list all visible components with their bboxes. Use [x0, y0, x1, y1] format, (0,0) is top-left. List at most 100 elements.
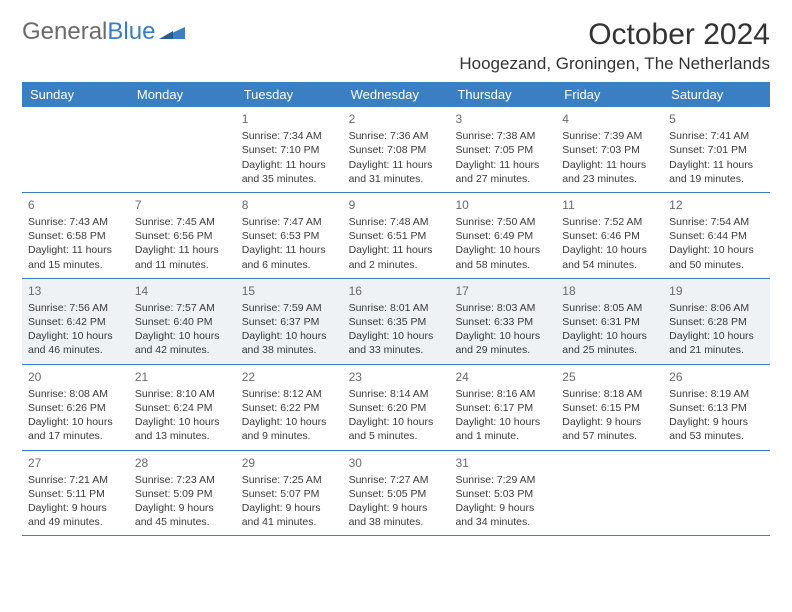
- day-number: 2: [349, 111, 444, 127]
- day-cell: 21Sunrise: 8:10 AMSunset: 6:24 PMDayligh…: [129, 365, 236, 450]
- sunrise-text: Sunrise: 7:48 AM: [349, 215, 444, 229]
- day-cell: 25 Sunrise: 8:18 AMSunset: 6:15 PMDayligh…: [556, 365, 663, 450]
- day-cell: 17Sunrise: 8:03 AMSunset: 6:33 PMDayligh…: [449, 279, 556, 364]
- day-number: 7: [135, 197, 230, 213]
- daylight-text: Daylight: 10 hours and 9 minutes.: [242, 415, 337, 443]
- daylight-text: Daylight: 10 hours and 42 minutes.: [135, 329, 230, 357]
- sunset-text: Sunset: 6:58 PM: [28, 229, 123, 243]
- sunrise-text: Sunrise: 8:19 AM: [669, 387, 764, 401]
- logo-mark-icon: [159, 18, 185, 46]
- day-number: 17: [455, 283, 550, 299]
- day-cell: 12Sunrise: 7:54 AMSunset: 6:44 PMDayligh…: [663, 193, 770, 278]
- sunset-text: Sunset: 6:17 PM: [455, 401, 550, 415]
- daylight-text: Daylight: 9 hours and 49 minutes.: [28, 501, 123, 529]
- sunset-text: Sunset: 6:31 PM: [562, 315, 657, 329]
- empty-cell: [663, 451, 770, 536]
- daylight-text: Daylight: 11 hours and 2 minutes.: [349, 243, 444, 271]
- day-cell: 7 Sunrise: 7:45 AMSunset: 6:56 PMDaylight…: [129, 193, 236, 278]
- daylight-text: Daylight: 9 hours and 57 minutes.: [562, 415, 657, 443]
- day-number: 1: [242, 111, 337, 127]
- sunset-text: Sunset: 6:33 PM: [455, 315, 550, 329]
- day-cell: 13Sunrise: 7:56 AMSunset: 6:42 PMDayligh…: [22, 279, 129, 364]
- sunrise-text: Sunrise: 8:05 AM: [562, 301, 657, 315]
- sunrise-text: Sunrise: 7:50 AM: [455, 215, 550, 229]
- day-number: 5: [669, 111, 764, 127]
- sunset-text: Sunset: 7:05 PM: [455, 143, 550, 157]
- day-cell: 6Sunrise: 7:43 AMSunset: 6:58 PMDaylight…: [22, 193, 129, 278]
- sunrise-text: Sunrise: 7:47 AM: [242, 215, 337, 229]
- sunrise-text: Sunrise: 8:16 AM: [455, 387, 550, 401]
- daylight-text: Daylight: 9 hours and 53 minutes.: [669, 415, 764, 443]
- sunset-text: Sunset: 7:01 PM: [669, 143, 764, 157]
- sunset-text: Sunset: 6:35 PM: [349, 315, 444, 329]
- sunrise-text: Sunrise: 7:45 AM: [135, 215, 230, 229]
- daylight-text: Daylight: 10 hours and 25 minutes.: [562, 329, 657, 357]
- day-number: 6: [28, 197, 123, 213]
- sunset-text: Sunset: 6:53 PM: [242, 229, 337, 243]
- day-cell: 26 Sunrise: 8:19 AMSunset: 6:13 PMDayligh…: [663, 365, 770, 450]
- calendar: SundayMondayTuesdayWednesdayThursdayFrid…: [22, 82, 770, 536]
- day-cell: 15Sunrise: 7:59 AMSunset: 6:37 PMDayligh…: [236, 279, 343, 364]
- sunrise-text: Sunrise: 7:38 AM: [455, 129, 550, 143]
- sunrise-text: Sunrise: 8:10 AM: [135, 387, 230, 401]
- sunrise-text: Sunrise: 8:14 AM: [349, 387, 444, 401]
- day-number: 12: [669, 197, 764, 213]
- daylight-text: Daylight: 11 hours and 27 minutes.: [455, 158, 550, 186]
- sunset-text: Sunset: 6:44 PM: [669, 229, 764, 243]
- sunrise-text: Sunrise: 8:03 AM: [455, 301, 550, 315]
- sunset-text: Sunset: 6:15 PM: [562, 401, 657, 415]
- sunrise-text: Sunrise: 8:18 AM: [562, 387, 657, 401]
- header: GeneralBlue October 2024 Hoogezand, Gron…: [22, 18, 770, 74]
- day-number: 19: [669, 283, 764, 299]
- sunset-text: Sunset: 5:03 PM: [455, 487, 550, 501]
- sunrise-text: Sunrise: 7:59 AM: [242, 301, 337, 315]
- daylight-text: Daylight: 10 hours and 54 minutes.: [562, 243, 657, 271]
- daylight-text: Daylight: 10 hours and 17 minutes.: [28, 415, 123, 443]
- day-cell: 5Sunrise: 7:41 AMSunset: 7:01 PMDaylight…: [663, 107, 770, 192]
- day-cell: 18Sunrise: 8:05 AMSunset: 6:31 PMDayligh…: [556, 279, 663, 364]
- daylight-text: Daylight: 10 hours and 58 minutes.: [455, 243, 550, 271]
- day-number: 14: [135, 283, 230, 299]
- day-number: 15: [242, 283, 337, 299]
- daylight-text: Daylight: 9 hours and 34 minutes.: [455, 501, 550, 529]
- sunset-text: Sunset: 6:13 PM: [669, 401, 764, 415]
- daylight-text: Daylight: 11 hours and 15 minutes.: [28, 243, 123, 271]
- day-header-cell: Thursday: [449, 82, 556, 107]
- day-number: 24: [455, 369, 550, 385]
- day-number: 9: [349, 197, 444, 213]
- sunset-text: Sunset: 6:26 PM: [28, 401, 123, 415]
- day-cell: 9 Sunrise: 7:48 AMSunset: 6:51 PMDaylight…: [343, 193, 450, 278]
- day-number: 21: [135, 369, 230, 385]
- day-number: 26: [669, 369, 764, 385]
- sunset-text: Sunset: 5:09 PM: [135, 487, 230, 501]
- sunrise-text: Sunrise: 7:39 AM: [562, 129, 657, 143]
- day-number: 25: [562, 369, 657, 385]
- sunrise-text: Sunrise: 7:54 AM: [669, 215, 764, 229]
- daylight-text: Daylight: 11 hours and 35 minutes.: [242, 158, 337, 186]
- sunset-text: Sunset: 6:40 PM: [135, 315, 230, 329]
- sunset-text: Sunset: 7:03 PM: [562, 143, 657, 157]
- sunrise-text: Sunrise: 7:56 AM: [28, 301, 123, 315]
- daylight-text: Daylight: 11 hours and 11 minutes.: [135, 243, 230, 271]
- sunrise-text: Sunrise: 7:29 AM: [455, 473, 550, 487]
- day-header-cell: Monday: [129, 82, 236, 107]
- daylight-text: Daylight: 10 hours and 46 minutes.: [28, 329, 123, 357]
- sunset-text: Sunset: 5:07 PM: [242, 487, 337, 501]
- day-cell: 29Sunrise: 7:25 AMSunset: 5:07 PMDayligh…: [236, 451, 343, 536]
- day-number: 27: [28, 455, 123, 471]
- empty-cell: [129, 107, 236, 192]
- sunset-text: Sunset: 6:51 PM: [349, 229, 444, 243]
- day-number: 20: [28, 369, 123, 385]
- sunset-text: Sunset: 6:56 PM: [135, 229, 230, 243]
- day-number: 10: [455, 197, 550, 213]
- day-number: 23: [349, 369, 444, 385]
- sunrise-text: Sunrise: 8:01 AM: [349, 301, 444, 315]
- day-cell: 27Sunrise: 7:21 AMSunset: 5:11 PMDayligh…: [22, 451, 129, 536]
- day-cell: 23Sunrise: 8:14 AMSunset: 6:20 PMDayligh…: [343, 365, 450, 450]
- sunset-text: Sunset: 6:28 PM: [669, 315, 764, 329]
- sunset-text: Sunset: 6:24 PM: [135, 401, 230, 415]
- week-row: 13Sunrise: 7:56 AMSunset: 6:42 PMDayligh…: [22, 279, 770, 365]
- daylight-text: Daylight: 9 hours and 45 minutes.: [135, 501, 230, 529]
- day-number: 28: [135, 455, 230, 471]
- day-cell: 31Sunrise: 7:29 AMSunset: 5:03 PMDayligh…: [449, 451, 556, 536]
